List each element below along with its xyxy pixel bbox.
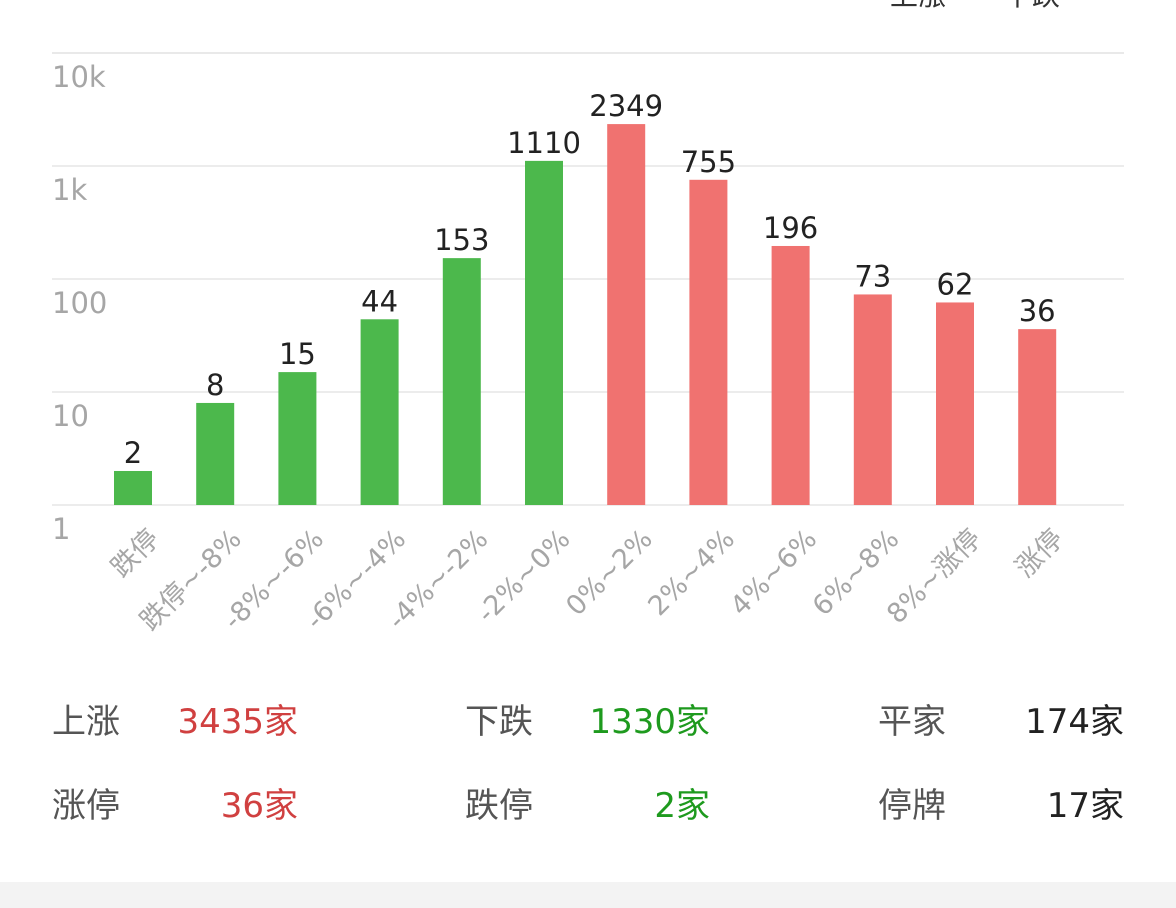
bar-value-label: 196: [763, 211, 818, 245]
y-tick-label: 1k: [52, 173, 87, 207]
y-tick-label: 1: [52, 512, 70, 546]
stat-value-limit-up: 36家: [220, 786, 298, 826]
legend-label-down: 下跌: [1004, 0, 1060, 14]
x-axis-ticks: 跌停跌停~-8%-8%~-6%-6%~-4%-4%~-2%-2%~0%0%~2%…: [105, 524, 1069, 637]
bars: [114, 124, 1057, 506]
stat-label-flat: 平家: [878, 702, 946, 742]
stat-label-limit-up: 涨停: [52, 786, 120, 826]
stat-value-down: 1330家: [589, 702, 710, 742]
bar-value-label: 1110: [507, 126, 581, 160]
bar-value-label: 755: [681, 145, 736, 179]
stats-row-2: 涨停 36家 跌停 2家 停牌 17家: [0, 776, 1176, 836]
stat-value-limit-down: 2家: [654, 786, 710, 826]
bar: [1018, 329, 1057, 505]
bar-value-label: 36: [1019, 294, 1056, 328]
bar: [196, 402, 235, 505]
x-tick-label: 0%~2%: [560, 524, 658, 622]
bar-value-label: 8: [206, 368, 224, 402]
stat-label-down: 下跌: [465, 702, 533, 742]
bar-value-label: 15: [279, 337, 316, 371]
bar: [525, 160, 563, 505]
bar: [360, 319, 399, 505]
bar: [114, 470, 152, 505]
bar-value-label: 2349: [589, 89, 663, 123]
stat-label-limit-down: 跌停: [465, 786, 533, 826]
x-tick-label: 涨停: [1010, 524, 1070, 584]
legend-item-down[interactable]: 下跌: [974, 0, 1060, 14]
bar: [689, 179, 728, 505]
stats-row-1: 上涨 3435家 下跌 1330家 平家 174家: [0, 692, 1176, 752]
bar: [936, 302, 974, 505]
bar-value-label: 153: [434, 223, 489, 257]
bar: [442, 258, 481, 505]
market-stats: 上涨 3435家 下跌 1330家 平家 174家 涨停 36家 跌停 2家 停…: [0, 680, 1176, 860]
x-tick-label: 4%~6%: [725, 524, 823, 622]
y-tick-label: 10k: [52, 60, 106, 94]
y-tick-label: 100: [52, 286, 107, 320]
y-tick-label: 10: [52, 399, 89, 433]
stat-value-suspended: 17家: [1046, 786, 1124, 826]
legend-item-up[interactable]: 上涨: [860, 0, 946, 14]
bar-value-label: 44: [361, 284, 398, 318]
chart-legend: 上涨 下跌: [860, 0, 1160, 14]
x-tick-label: 跌停: [105, 524, 165, 584]
legend-label-up: 上涨: [890, 0, 946, 14]
bar: [278, 372, 317, 505]
stat-value-up: 3435家: [177, 702, 298, 742]
bar: [771, 245, 810, 505]
bar-value-label: 2: [124, 436, 142, 470]
y-axis-ticks: 1 10 100 1k 10k: [52, 60, 107, 546]
bar-value-label: 62: [937, 267, 974, 301]
bar: [853, 294, 892, 505]
stat-value-flat: 174家: [1025, 702, 1124, 742]
stat-label-up: 上涨: [52, 702, 120, 742]
bar-value-label: 73: [854, 259, 891, 293]
stat-label-suspended: 停牌: [878, 786, 946, 826]
bottom-divider-band: [0, 882, 1176, 908]
x-tick-label: 2%~4%: [642, 524, 740, 622]
bar: [607, 124, 646, 506]
